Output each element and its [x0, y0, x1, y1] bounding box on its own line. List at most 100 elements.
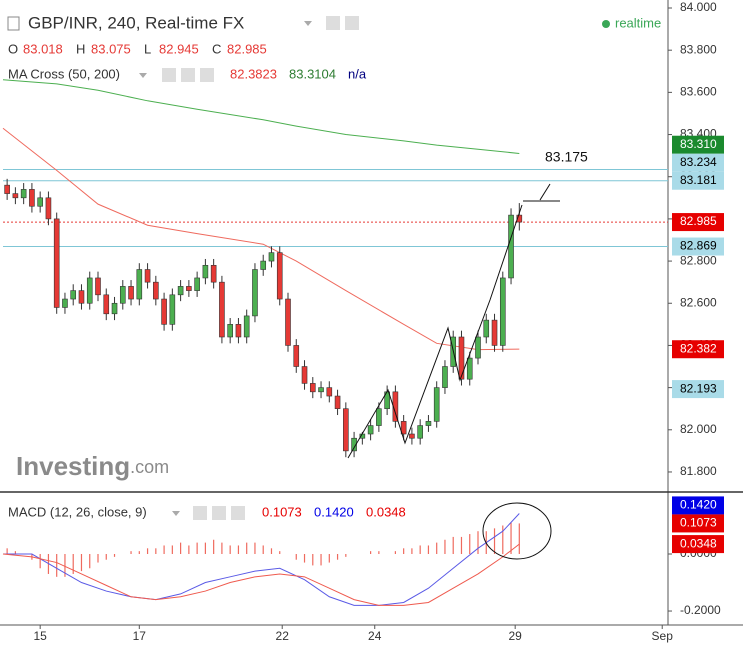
candle-body: [29, 189, 35, 207]
price-box-label: 83.181: [680, 173, 717, 187]
candle-body: [442, 366, 448, 388]
y-tick-label: 84.000: [680, 0, 717, 14]
status-dot: [602, 20, 610, 28]
candle-body: [37, 197, 43, 207]
candle-body: [318, 387, 324, 393]
candle-body: [376, 408, 382, 426]
price-box: [672, 237, 724, 256]
price-box-label: 0.0348: [680, 536, 717, 550]
candle-body: [119, 286, 126, 304]
candle-body: [409, 433, 415, 439]
status: realtime: [615, 15, 661, 30]
candle-body: [136, 269, 143, 300]
candle-body: [343, 408, 349, 452]
candle-body: [210, 264, 217, 283]
candle-body: [78, 290, 85, 304]
moving-average: [2, 79, 520, 154]
candle-body: [425, 421, 432, 426]
icon-button[interactable]: [200, 68, 214, 82]
candle-body: [508, 214, 514, 279]
candle-body: [326, 387, 333, 397]
y-tick-label: 82.000: [680, 422, 717, 436]
candle-body: [95, 277, 101, 296]
candle-body: [334, 395, 341, 409]
price-box-label: 0.1073: [680, 516, 717, 530]
candle-body: [128, 286, 134, 300]
candle-body: [499, 277, 506, 346]
x-tick-label: Sep: [652, 629, 674, 643]
candle-body: [301, 366, 308, 384]
candle-body: [483, 319, 490, 338]
watermark: Investing.com: [16, 451, 169, 481]
y-tick-label: 83.600: [680, 85, 717, 99]
candle-body: [62, 298, 68, 308]
icon-button[interactable]: [326, 16, 340, 30]
candle-body: [309, 383, 316, 393]
ohlc-value: 82.945: [159, 41, 199, 56]
ohlc-value: 82.985: [227, 41, 267, 56]
icon-button[interactable]: [181, 68, 195, 82]
macd-value: 0.0348: [366, 504, 406, 519]
watermark-part: .com: [130, 457, 169, 477]
candle-body: [235, 324, 242, 338]
candle-body: [293, 345, 300, 367]
icon-button[interactable]: [231, 506, 245, 520]
icon-button[interactable]: [345, 16, 359, 30]
candle-body: [516, 214, 523, 223]
x-tick-label: 15: [33, 629, 47, 643]
price-box: [672, 171, 724, 190]
dropdown[interactable]: [304, 21, 312, 26]
candle-body: [169, 294, 176, 325]
candle-body: [45, 197, 52, 220]
candle-body: [260, 260, 267, 270]
chart-title: GBP/INR, 240, Real-time FX: [28, 13, 244, 32]
annotation: 83.175: [545, 149, 588, 165]
candle-body: [433, 387, 440, 422]
price-box: [672, 514, 724, 533]
highlight-circle: [482, 502, 552, 560]
candle-body: [491, 319, 498, 346]
icon-button[interactable]: [212, 506, 226, 520]
candle-body: [186, 286, 192, 291]
candle-body: [276, 252, 283, 300]
candle-body: [86, 277, 93, 304]
icon-button[interactable]: [162, 68, 176, 82]
annotation-line: [539, 183, 551, 201]
candle-body: [202, 264, 209, 279]
macd-legend: 0.1073 0.1420 0.0348: [262, 504, 406, 519]
x-tick-label: 24: [368, 629, 382, 643]
candle-body: [111, 302, 118, 315]
candle-body: [285, 298, 291, 346]
indicator-value: 83.3104: [289, 66, 336, 81]
dropdown[interactable]: [139, 73, 147, 78]
icon-button[interactable]: [193, 506, 207, 520]
candle-body: [252, 269, 258, 317]
trend-drawing: [347, 204, 523, 459]
macd-line: [2, 543, 520, 606]
price-box-label: 82.193: [680, 381, 717, 395]
price-box: [672, 535, 724, 554]
dropdown[interactable]: [172, 511, 180, 516]
indicator-value: n/a: [348, 66, 367, 81]
price-box-label: 82.985: [680, 214, 717, 228]
y-tick-label: 81.800: [680, 464, 717, 478]
candle-body: [227, 324, 233, 338]
ohlc-value: 83.075: [91, 41, 131, 56]
candle-body: [219, 281, 225, 338]
candle-body: [367, 425, 374, 435]
macd-name: MACD (12, 26, close, 9): [8, 504, 147, 519]
price-box-label: 0.1420: [680, 498, 717, 512]
price-box-label: 83.234: [680, 155, 717, 169]
y-tick-label: 83.800: [680, 42, 717, 56]
symbol-icon[interactable]: [7, 16, 20, 31]
candle-body: [20, 189, 27, 199]
ohlc-key: C: [212, 41, 221, 56]
price-box-label: 83.310: [680, 137, 717, 151]
candle-body: [70, 290, 77, 300]
candle-body: [194, 277, 200, 291]
price-box: [672, 153, 724, 172]
price-box: [672, 380, 724, 399]
candle-body: [417, 425, 423, 439]
